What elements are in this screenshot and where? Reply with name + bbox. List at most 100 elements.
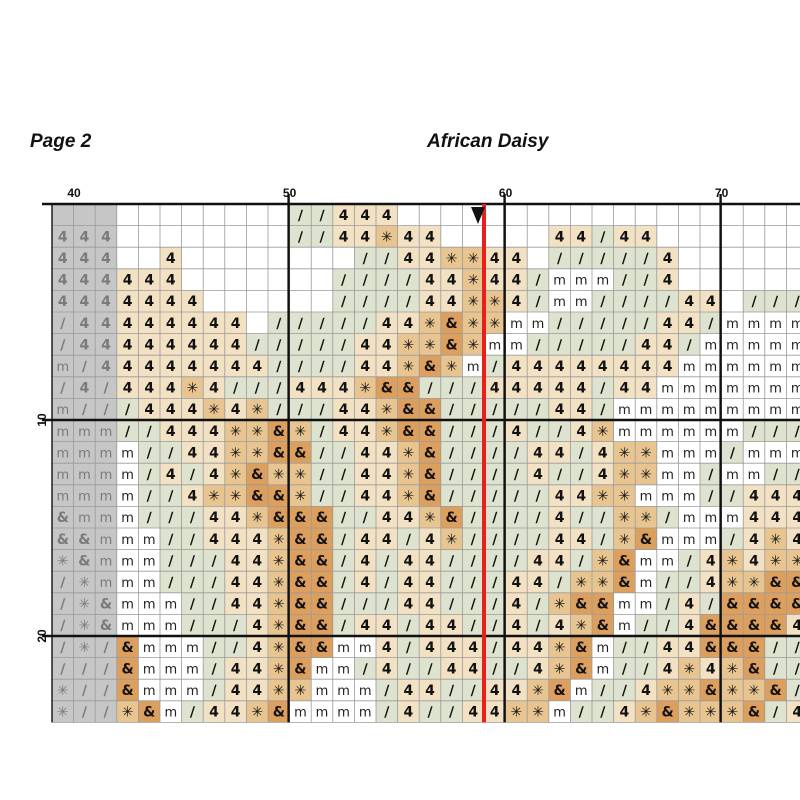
row-number: 10: [35, 413, 49, 427]
stitch-cell: [73, 592, 96, 615]
stitch-symbol: ∕: [600, 532, 606, 548]
stitch-cell: [224, 398, 247, 420]
stitch-cell: [268, 268, 290, 291]
stitch-cell: [52, 225, 74, 248]
stitch-cell: [592, 204, 614, 226]
stitch-cell: [52, 333, 74, 356]
stitch-symbol: ✳: [640, 510, 652, 526]
stitch-symbol: ∕: [471, 489, 477, 505]
stitch-cell: [73, 398, 96, 420]
stitch-symbol: 4: [771, 510, 781, 526]
stitch-cell: [592, 441, 614, 464]
stitch-cell: [160, 247, 182, 269]
stitch-symbol: m: [121, 533, 134, 548]
stitch-cell: [224, 268, 247, 291]
stitch-symbol: m: [683, 533, 696, 548]
stitch-cell: [656, 398, 679, 420]
stitch-symbol: m: [553, 706, 566, 721]
stitch-cell: [570, 484, 592, 507]
stitch-cell: [224, 247, 247, 269]
stitch-symbol: ∕: [233, 618, 239, 634]
stitch-cell: [224, 700, 247, 723]
stitch-symbol: 4: [404, 510, 414, 526]
stitch-symbol: m: [143, 576, 156, 591]
stitch-cell: [613, 700, 636, 723]
stitch-cell: [138, 312, 160, 334]
stitch-cell: [376, 528, 398, 550]
stitch-cell: [224, 506, 247, 528]
stitch-cell: [116, 312, 139, 334]
stitch-cell: [462, 420, 484, 442]
stitch-symbol: m: [100, 554, 113, 569]
stitch-symbol: ∕: [622, 316, 628, 332]
stitch-symbol: ∕: [557, 316, 563, 332]
stitch-symbol: ∕: [600, 316, 606, 332]
stitch-symbol: ∕: [795, 467, 800, 483]
stitch-symbol: ∕: [535, 510, 541, 526]
stitch-symbol: 4: [706, 575, 716, 591]
stitch-symbol: m: [56, 446, 69, 461]
stitch-cell: [721, 420, 744, 442]
stitch-symbol: ∕: [471, 381, 477, 397]
stitch-cell: [376, 312, 398, 334]
stitch-symbol: m: [704, 403, 717, 418]
stitch-symbol: m: [726, 360, 739, 375]
stitch-symbol: 4: [382, 208, 392, 224]
stitch-symbol: ∕: [579, 553, 585, 569]
stitch-cell: [678, 398, 700, 420]
stitch-symbol: &: [294, 445, 306, 461]
stitch-symbol: ✳: [273, 661, 285, 677]
stitch-cell: [786, 441, 800, 464]
stitch-symbol: ∕: [233, 640, 239, 656]
stitch-cell: [397, 312, 420, 334]
stitch-symbol: 4: [252, 532, 262, 548]
stitch-symbol: m: [56, 490, 69, 505]
stitch-cell: [95, 268, 117, 291]
stitch-symbol: ✳: [554, 640, 566, 656]
stitch-cell: [354, 204, 376, 226]
stitch-symbol: m: [143, 684, 156, 699]
stitch-symbol: 4: [382, 532, 392, 548]
stitch-cell: [397, 398, 420, 420]
stitch-symbol: 4: [252, 553, 262, 569]
stitch-symbol: ∕: [60, 640, 66, 656]
stitch-symbol: ✳: [770, 553, 782, 569]
stitch-symbol: &: [748, 640, 760, 656]
stitch-cell: [224, 420, 247, 442]
stitch-cell: [311, 268, 333, 291]
stitch-cell: [224, 679, 247, 701]
stitch-cell: [570, 398, 592, 420]
stitch-cell: [440, 398, 463, 420]
stitch-cell: [116, 420, 139, 442]
stitch-cell: [656, 528, 679, 550]
stitch-cell: [613, 398, 636, 420]
stitch-symbol: ∕: [211, 640, 217, 656]
stitch-symbol: ∕: [82, 402, 88, 418]
stitch-symbol: ✳: [57, 705, 69, 721]
stitch-symbol: ✳: [619, 445, 631, 461]
stitch-cell: [73, 204, 96, 226]
stitch-symbol: ✳: [424, 510, 436, 526]
stitch-cell: [397, 679, 420, 701]
stitch-cell: [613, 657, 636, 680]
page-label: Page 2: [30, 131, 92, 152]
stitch-symbol: 4: [555, 359, 565, 375]
stitch-symbol: ∕: [471, 467, 477, 483]
stitch-cell: [721, 657, 744, 680]
stitch-symbol: m: [532, 317, 545, 332]
stitch-symbol: 4: [490, 683, 500, 699]
stitch-cell: [332, 312, 355, 334]
stitch-cell: [764, 420, 787, 442]
stitch-cell: [700, 355, 722, 377]
stitch-symbol: ∕: [449, 424, 455, 440]
stitch-symbol: ∕: [665, 575, 671, 591]
stitch-cell: [138, 463, 160, 485]
stitch-cell: [95, 636, 117, 658]
stitch-symbol: 4: [404, 251, 414, 267]
stitch-symbol: ✳: [489, 316, 501, 332]
stitch-symbol: ✳: [748, 575, 760, 591]
stitch-symbol: &: [100, 597, 112, 613]
stitch-symbol: ∕: [103, 661, 109, 677]
stitch-cell: [397, 614, 420, 636]
stitch-cell: [700, 268, 722, 291]
